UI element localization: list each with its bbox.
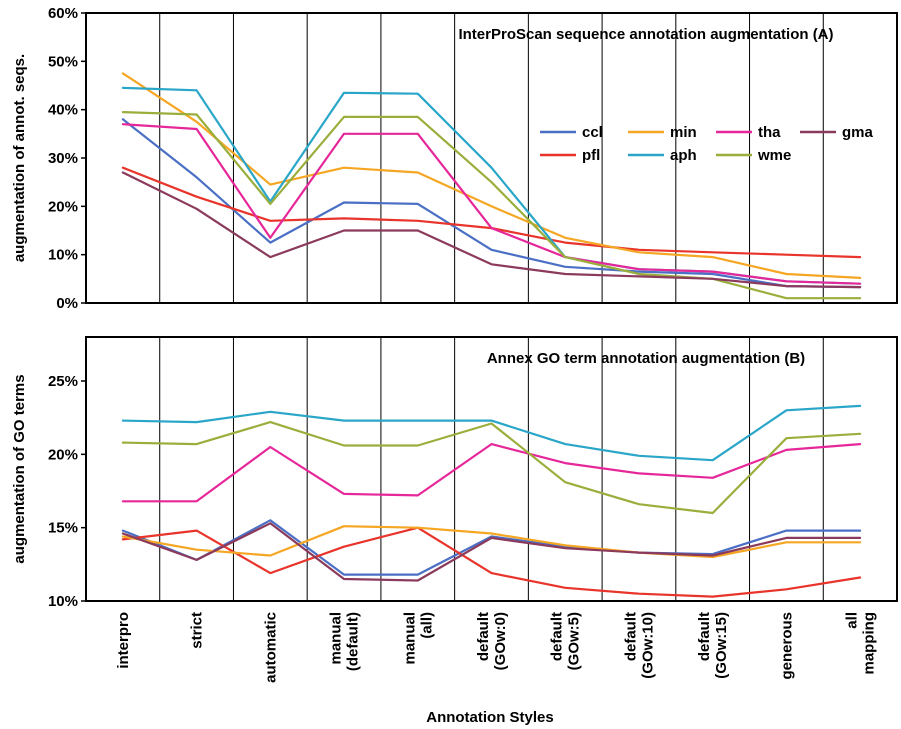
legend-label-ccl: ccl xyxy=(582,124,603,141)
series-line-b-ccl xyxy=(121,519,862,576)
xtick-line-8-0: default xyxy=(696,612,713,661)
ytick-label-a-3: 30% xyxy=(48,150,78,167)
ytick-label-a-5: 50% xyxy=(48,53,78,70)
xtick-label-4: manual(all) xyxy=(401,612,435,665)
series-line-b-min xyxy=(121,525,862,559)
xtick-line-10-1: mapping xyxy=(861,612,878,675)
ytick-label-a-0: 0% xyxy=(56,295,78,312)
xtick-label-9: generous xyxy=(778,612,795,680)
xtick-line-10-0: all xyxy=(844,612,861,629)
xtick-line-3-1: (default) xyxy=(345,612,362,671)
xtick-label-7: default(GOw:10) xyxy=(623,612,657,679)
xtick-label-3: manual(default) xyxy=(328,612,362,671)
panel-b-chart: 10% 15% 20% 25% augmentation of GO terms Anne… xyxy=(11,336,898,683)
xtick-line-5-1: (GOw:0) xyxy=(492,612,509,670)
series-line-a-wme xyxy=(121,110,862,300)
xtick-line-4-0: manual xyxy=(401,612,418,665)
series-line-b-aph xyxy=(121,404,862,462)
xtick-line-4-1: (all) xyxy=(418,612,435,639)
legend-label-pfl: pfl xyxy=(582,147,600,164)
xtick-line-0-0: interpro xyxy=(115,612,132,669)
xtick-label-1: strict xyxy=(189,612,206,649)
xtick-line-8-1: (GOw:15) xyxy=(713,612,730,679)
x-axis-title: Annotation Styles xyxy=(426,709,554,726)
ytick-label-a-4: 40% xyxy=(48,102,78,119)
ytick-label-b-3: 25% xyxy=(48,373,78,390)
legend-label-tha: tha xyxy=(758,124,781,141)
series-line-a-ccl xyxy=(121,118,862,289)
ytick-label-b-0: 10% xyxy=(48,593,78,610)
panel-a-chart: 0% 10% 20% 30% 40% 50% 60% augmentation of anno… xyxy=(11,5,898,312)
xtick-line-1-0: strict xyxy=(189,612,206,649)
panel-title-a: InterProScan sequence annotation augment… xyxy=(458,26,833,43)
xtick-label-8: default(GOw:15) xyxy=(696,612,730,679)
legend-label-min: min xyxy=(670,124,697,141)
xtick-line-6-0: default xyxy=(549,612,566,661)
xtick-line-2-0: automatic xyxy=(262,612,279,683)
series-line-a-gma xyxy=(121,171,862,289)
series-line-a-tha xyxy=(121,123,862,285)
xtick-line-3-0: manual xyxy=(328,612,345,665)
y-axis-title-b: augmentation of GO terms xyxy=(11,374,28,563)
ytick-label-a-2: 20% xyxy=(48,198,78,215)
ytick-label-a-1: 10% xyxy=(48,247,78,264)
ytick-label-b-1: 15% xyxy=(48,520,78,537)
xtick-label-2: automatic xyxy=(262,612,279,683)
ytick-label-a-6: 60% xyxy=(48,5,78,22)
xtick-line-7-1: (GOw:10) xyxy=(640,612,657,679)
panel-title-b: Annex GO term annotation augmentation (B… xyxy=(487,350,805,367)
legend-label-gma: gma xyxy=(842,124,874,141)
xtick-line-7-0: default xyxy=(623,612,640,661)
xtick-label-5: default(GOw:0) xyxy=(475,612,509,670)
legend-label-aph: aph xyxy=(670,147,697,164)
xtick-label-10: allmapping xyxy=(844,612,878,675)
legend-label-wme: wme xyxy=(757,147,791,164)
y-axis-title-a: augmentation of annot. seqs. xyxy=(11,54,28,262)
series-line-b-gma xyxy=(121,522,862,582)
ytick-label-b-2: 20% xyxy=(48,446,78,463)
xtick-label-6: default(GOw:5) xyxy=(549,612,583,670)
plot-frame-b xyxy=(85,336,898,602)
xtick-line-9-0: generous xyxy=(778,612,795,680)
xtick-line-6-1: (GOw:5) xyxy=(566,612,583,670)
series-line-b-tha xyxy=(121,443,862,503)
series-line-b-wme xyxy=(121,421,862,515)
series-line-b-pfl xyxy=(121,526,862,598)
xtick-label-0: interpro xyxy=(115,612,132,669)
xtick-line-5-0: default xyxy=(475,612,492,661)
